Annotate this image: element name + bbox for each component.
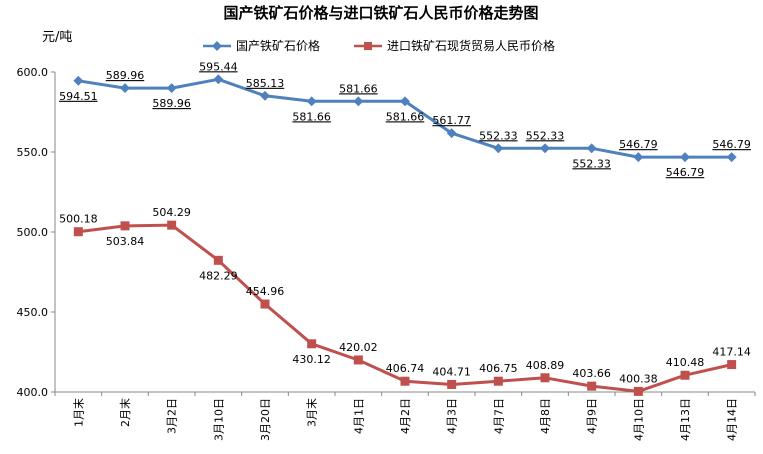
data-point-domestic	[73, 75, 84, 86]
data-label-import: 410.48	[666, 356, 705, 369]
data-label-import: 500.18	[59, 213, 98, 226]
data-point-import	[447, 379, 457, 389]
legend: 国产铁矿石价格 进口铁矿石现货贸易人民币价格	[203, 38, 555, 53]
data-label-domestic: 595.44	[199, 60, 238, 73]
y-tick-label: 550.0	[17, 146, 49, 159]
data-label-domestic: 552.33	[572, 157, 611, 170]
data-label-import: 454.96	[246, 285, 285, 298]
data-point-import	[307, 339, 317, 349]
y-tick-label: 400.0	[17, 386, 49, 399]
data-label-import: 400.38	[619, 372, 658, 385]
x-tick-label: 1月末	[71, 398, 85, 427]
legend-marker-import	[364, 42, 372, 50]
data-label-domestic: 552.33	[479, 129, 518, 142]
x-tick-label: 3月2日	[166, 398, 179, 434]
x-tick-label: 4月10日	[632, 398, 645, 441]
legend-marker-domestic	[212, 41, 222, 51]
data-label-import: 406.75	[479, 362, 518, 375]
data-label-domestic: 581.66	[292, 110, 331, 123]
data-label-import: 420.02	[339, 341, 378, 354]
data-point-import	[213, 255, 223, 265]
data-point-domestic	[260, 90, 270, 101]
x-tick-label: 3月末	[305, 398, 319, 427]
x-tick-label: 4月7日	[492, 398, 505, 434]
chart-title: 国产铁矿石价格与进口铁矿石人民币价格走势图	[223, 4, 538, 22]
data-point-import	[727, 360, 737, 370]
data-label-import: 406.74	[386, 362, 425, 375]
y-axis-unit-label: 元/吨	[42, 30, 72, 45]
x-tick-label: 4月3日	[446, 398, 459, 434]
data-label-domestic: 581.66	[386, 110, 425, 123]
data-point-domestic	[540, 143, 550, 154]
data-label-domestic: 589.96	[152, 97, 191, 110]
x-tick-label: 4月8日	[539, 398, 552, 434]
data-point-domestic	[680, 152, 690, 163]
x-tick-label: 3月20日	[259, 398, 272, 441]
x-tick-label: 2月末	[118, 398, 132, 427]
data-point-import	[400, 376, 410, 386]
x-tick-label: 3月10日	[212, 398, 225, 441]
axes: 600.0 550.0 500.0 450.0 400.0 1月末 2月末 3月2日 3月10日…	[17, 66, 756, 441]
data-label-import: 417.14	[712, 346, 751, 359]
data-point-domestic	[493, 143, 504, 154]
x-tick-label: 4月9日	[586, 398, 599, 434]
x-tick-label: 4月13日	[679, 398, 692, 441]
y-tick-label: 500.0	[17, 226, 49, 239]
data-label-import: 482.29	[199, 269, 238, 282]
data-label-domestic: 546.79	[666, 166, 705, 179]
data-label-import: 503.84	[106, 235, 145, 248]
data-point-domestic	[120, 83, 130, 94]
data-point-import	[587, 381, 597, 391]
data-label-layer: 594.51 589.96 589.96 595.44 585.13 581.66 581.…	[59, 60, 751, 385]
data-point-domestic	[353, 96, 364, 107]
data-point-domestic	[633, 152, 644, 163]
legend-label-domestic: 国产铁矿石价格	[236, 38, 320, 53]
series-layer	[73, 74, 737, 396]
data-label-import: 504.29	[152, 206, 191, 219]
data-point-import	[493, 376, 503, 386]
data-point-import	[73, 227, 83, 237]
data-point-import	[120, 221, 130, 231]
data-point-import	[680, 370, 690, 380]
data-point-domestic	[306, 96, 317, 107]
data-label-import: 403.66	[572, 367, 611, 380]
x-tick-label: 4月14日	[726, 398, 739, 441]
data-label-domestic: 546.79	[712, 138, 751, 151]
data-point-domestic	[726, 152, 737, 163]
data-label-import: 430.12	[292, 353, 331, 366]
y-tick-label: 600.0	[17, 66, 49, 79]
data-point-import	[260, 299, 270, 309]
x-tick-label: 4月2日	[399, 398, 412, 434]
data-point-domestic	[213, 74, 224, 85]
data-label-domestic: 561.77	[432, 114, 471, 127]
legend-label-import: 进口铁矿石现货贸易人民币价格	[387, 38, 555, 53]
data-point-domestic	[166, 83, 177, 94]
data-point-import	[633, 386, 643, 396]
data-label-domestic: 589.96	[106, 69, 145, 82]
data-point-domestic	[446, 128, 457, 139]
data-label-domestic: 552.33	[526, 129, 565, 142]
x-tick-label: 4月1日	[352, 398, 365, 434]
data-label-domestic: 546.79	[619, 138, 658, 151]
data-label-domestic: 585.13	[246, 77, 285, 90]
data-label-import: 408.89	[526, 359, 565, 372]
data-point-domestic	[586, 143, 597, 154]
data-point-import	[540, 373, 550, 383]
data-point-import	[353, 355, 363, 365]
data-label-domestic: 594.51	[59, 90, 98, 103]
data-label-import: 404.71	[432, 365, 471, 378]
y-tick-label: 450.0	[17, 306, 49, 319]
data-label-domestic: 581.66	[339, 82, 378, 95]
data-point-import	[167, 220, 177, 230]
